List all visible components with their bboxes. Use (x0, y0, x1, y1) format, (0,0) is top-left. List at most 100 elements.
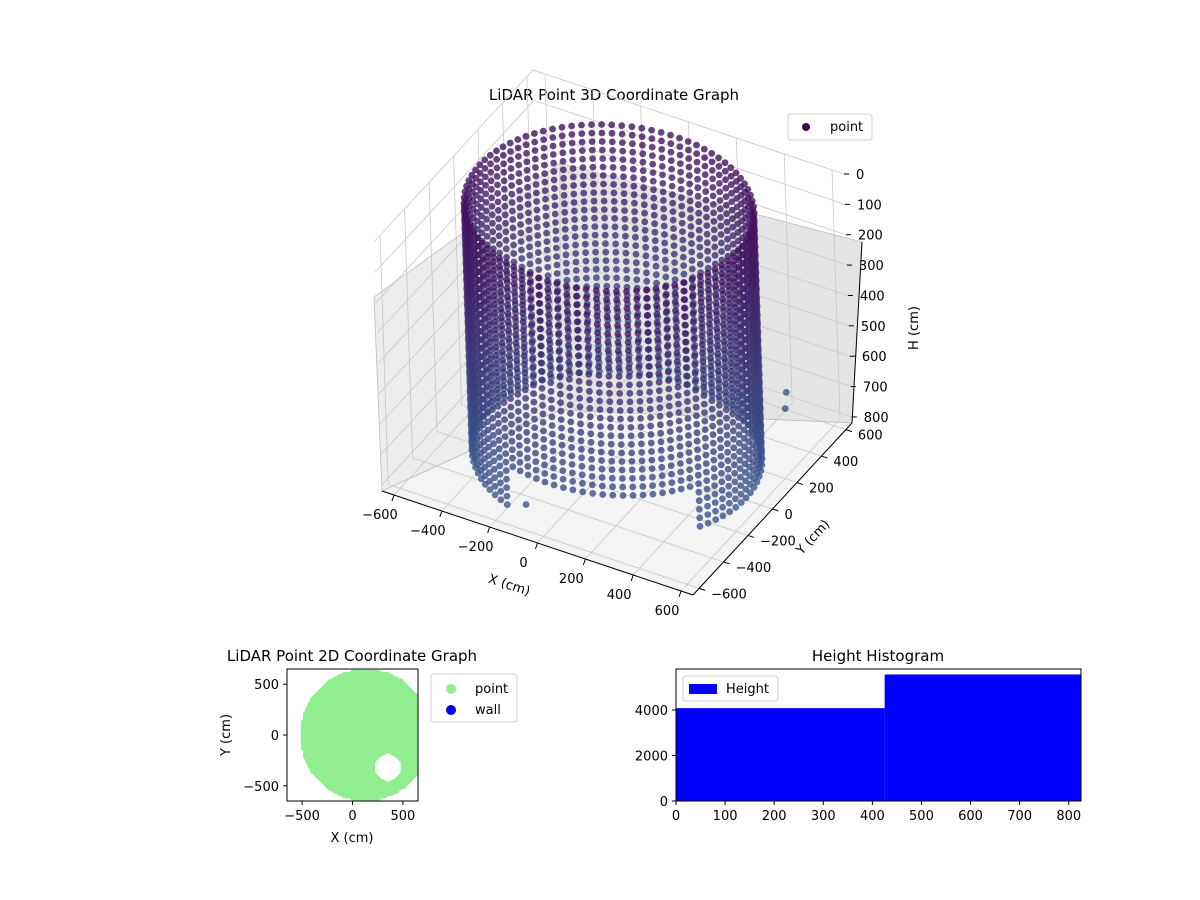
lidar-point (486, 486, 494, 493)
lidar-point (698, 332, 706, 340)
lidar-point (583, 311, 591, 319)
lidar-point (569, 173, 577, 181)
lidar-point (681, 321, 689, 329)
lidar-point (652, 285, 660, 293)
lidar-point (495, 232, 503, 240)
lidar-point (528, 330, 536, 338)
lidar-point (735, 422, 743, 430)
lidar-point (574, 343, 582, 351)
lidar-point (616, 398, 624, 406)
lidar-point (722, 389, 730, 396)
lidar-point (625, 373, 633, 380)
lidar-point (715, 154, 722, 162)
lidar-point (712, 507, 719, 515)
lidar-point (517, 238, 525, 245)
lidar-point (737, 332, 745, 340)
lidar-point (688, 284, 696, 292)
lidar-point (701, 162, 709, 170)
lidar-point (522, 501, 530, 508)
lidar-point (652, 254, 660, 262)
lidar-point (648, 135, 656, 143)
lidar-point (671, 276, 679, 283)
lidar-point (514, 408, 522, 415)
lidar-point (487, 363, 495, 371)
lidar-point (560, 174, 567, 182)
lidar-point (672, 332, 680, 340)
lidar-point (649, 177, 657, 185)
lidar-point (703, 213, 710, 221)
lidar-point (730, 278, 738, 285)
lidar-point (482, 358, 490, 366)
lidar-point (579, 155, 586, 163)
lidar-point (573, 309, 581, 317)
lidar-point (531, 424, 539, 431)
lidar-point (494, 207, 502, 214)
lidar-point (677, 468, 685, 476)
lidar-point (513, 357, 521, 364)
lidar-point (556, 365, 563, 372)
legend-2d-label-wall: wall (475, 703, 501, 718)
lidar-point (558, 123, 566, 131)
lidar-point (719, 512, 727, 520)
lidar-point (679, 245, 687, 253)
lidar-point (558, 450, 566, 457)
lidar-point (683, 381, 691, 388)
lidar-point (487, 372, 495, 380)
lidar-point (534, 223, 541, 231)
lidar-point (598, 474, 606, 481)
lidar-point (548, 413, 556, 421)
lidar-point (573, 275, 580, 283)
lidar-point (538, 376, 546, 384)
lidar-point (490, 457, 498, 465)
lidar-point (626, 398, 634, 406)
lidar-point (711, 235, 718, 242)
lidar-point (602, 240, 609, 248)
lidar-point (591, 214, 598, 222)
lidar-point (589, 155, 596, 163)
points-3d (460, 121, 790, 530)
lidar-point (740, 434, 748, 442)
lidar-point (729, 232, 737, 240)
lidar-point (562, 259, 570, 267)
lidar-point (621, 207, 628, 215)
lidar-point (638, 124, 646, 132)
lidar-point (698, 324, 706, 331)
lidar-point (619, 475, 626, 482)
lidar-point (634, 330, 642, 337)
lidar-point (593, 274, 600, 282)
lidar-point (630, 182, 638, 190)
lidar-point (516, 187, 523, 194)
lidar-point (578, 138, 586, 146)
lidar-point (658, 472, 666, 480)
lidar-point (561, 208, 569, 216)
lidar-point (704, 269, 712, 277)
lidar-point (554, 305, 561, 313)
lidar-point (529, 373, 537, 380)
lidar-point (537, 351, 545, 358)
lidar-point (690, 344, 698, 352)
lidar-point (662, 273, 670, 281)
lidar-point (590, 180, 597, 188)
lidar-point (709, 439, 717, 447)
lidar-point (539, 127, 547, 135)
lidar-point (484, 261, 492, 269)
lidar-point (592, 257, 600, 265)
lidar-point (674, 366, 681, 374)
lidar-point (649, 152, 656, 160)
lidar-point (729, 215, 736, 223)
lidar-point (723, 431, 731, 439)
lidar-point (750, 215, 758, 222)
lidar-point (558, 433, 566, 440)
lidar-point (488, 202, 496, 210)
lidar-point (684, 415, 692, 422)
lidar-point (608, 449, 615, 457)
lidar-point (745, 232, 753, 239)
lidar-point (550, 473, 558, 480)
lidar-point (522, 141, 530, 149)
lidar-point (703, 239, 711, 247)
lidar-point (483, 207, 490, 215)
lidar-point (698, 341, 706, 348)
lidar-point (733, 371, 741, 379)
lidar-point (621, 215, 629, 223)
lidar-point (619, 492, 627, 499)
